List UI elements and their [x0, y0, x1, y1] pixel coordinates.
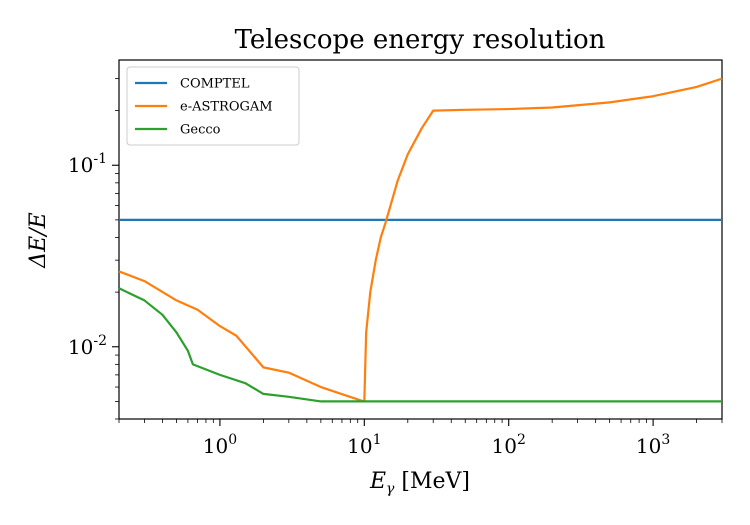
series-layer — [118, 77, 723, 403]
y-tick-label: 10-2 — [68, 333, 107, 359]
y-axis-label: ΔE/E — [26, 212, 51, 268]
legend-label: e-ASTROGAM — [180, 100, 273, 115]
series-line-gecco — [118, 287, 722, 403]
x-tick-label: 100 — [203, 432, 237, 458]
chart-title: Telescope energy resolution — [235, 25, 606, 55]
series-line-e-astrogam — [118, 77, 723, 403]
plot-area — [118, 59, 723, 420]
y-axis-ticks: 10-2 10-1 — [68, 78, 119, 420]
legend: COMPTEL e-ASTROGAM Gecco — [126, 66, 300, 146]
plot-frame — [118, 59, 723, 420]
x-tick-label: 101 — [347, 432, 381, 458]
x-tick-label: 103 — [636, 432, 670, 458]
x-axis-ticks: 100 101 102 103 — [118, 419, 723, 458]
x-axis-label: Eγ [MeV] — [369, 469, 470, 497]
y-tick-label: 10-1 — [68, 151, 107, 177]
legend-box — [126, 66, 300, 146]
legend-label: COMPTEL — [180, 77, 250, 92]
x-tick-label: 102 — [492, 432, 526, 458]
legend-label: Gecco — [180, 123, 221, 138]
